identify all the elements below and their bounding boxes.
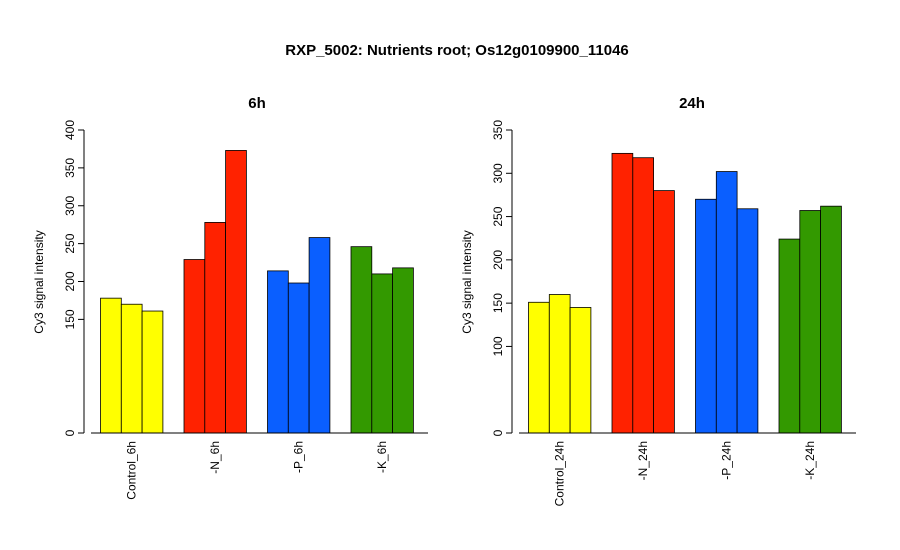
bar xyxy=(204,222,227,434)
bar xyxy=(799,210,821,434)
bar xyxy=(778,238,801,434)
y-axis-label: Cy3 signal intensity xyxy=(32,230,46,333)
bar xyxy=(715,171,738,434)
bar xyxy=(820,205,842,434)
bar xyxy=(695,198,717,434)
x-tick-label: Control_24h xyxy=(553,441,567,506)
chart-panel-24h: 24h Cy3 signal intensity Control_24h -N_2… xyxy=(460,95,856,506)
y-tick-label: 0 xyxy=(491,429,505,436)
x-tick-label: -N_24h xyxy=(636,441,650,480)
bar xyxy=(287,282,310,434)
x-tick-label: -P_24h xyxy=(720,441,734,480)
x-tick-label: -N_6h xyxy=(208,441,222,474)
y-tick-label: 300 xyxy=(491,163,505,183)
bar xyxy=(528,301,550,434)
panel-title: 24h xyxy=(679,95,705,112)
bar xyxy=(736,208,759,434)
y-tick-label: 150 xyxy=(491,293,505,313)
bar xyxy=(611,152,634,434)
panel-title: 6h xyxy=(248,95,266,112)
y-tick-label: 300 xyxy=(63,195,77,215)
bar xyxy=(120,303,143,434)
y-tick-label: 200 xyxy=(491,250,505,270)
figure-title: RXP_5002: Nutrients root; Os12g0109900_1… xyxy=(285,42,629,59)
bar xyxy=(632,157,654,434)
y-tick-label: 250 xyxy=(491,206,505,226)
bar xyxy=(350,246,373,434)
bar xyxy=(308,237,331,434)
chart-panel-6h: 6h Cy3 signal intensity Control_6h -N_6h -… xyxy=(32,95,428,500)
y-tick-label: 100 xyxy=(491,336,505,356)
x-tick-label: -P_6h xyxy=(292,441,306,473)
bar xyxy=(100,297,122,434)
y-tick-label: 200 xyxy=(63,271,77,291)
bar xyxy=(225,150,247,434)
y-tick-label: 400 xyxy=(63,120,77,140)
bar xyxy=(653,190,675,434)
y-tick-label: 250 xyxy=(63,233,77,253)
bar xyxy=(569,307,592,434)
bar xyxy=(548,294,571,434)
bar xyxy=(392,267,414,434)
bar xyxy=(183,259,206,434)
y-axis-label: Cy3 signal intensity xyxy=(460,230,474,333)
bar xyxy=(141,310,164,434)
x-tick-label: -K_24h xyxy=(803,441,817,480)
bar xyxy=(371,273,393,434)
y-tick-label: 350 xyxy=(63,158,77,178)
x-tick-label: Control_6h xyxy=(125,441,139,500)
bar xyxy=(267,270,289,434)
y-tick-label: 150 xyxy=(63,309,77,329)
y-tick-label: 350 xyxy=(491,120,505,140)
x-tick-label: -K_6h xyxy=(375,441,389,473)
y-tick-label: 0 xyxy=(63,429,77,436)
